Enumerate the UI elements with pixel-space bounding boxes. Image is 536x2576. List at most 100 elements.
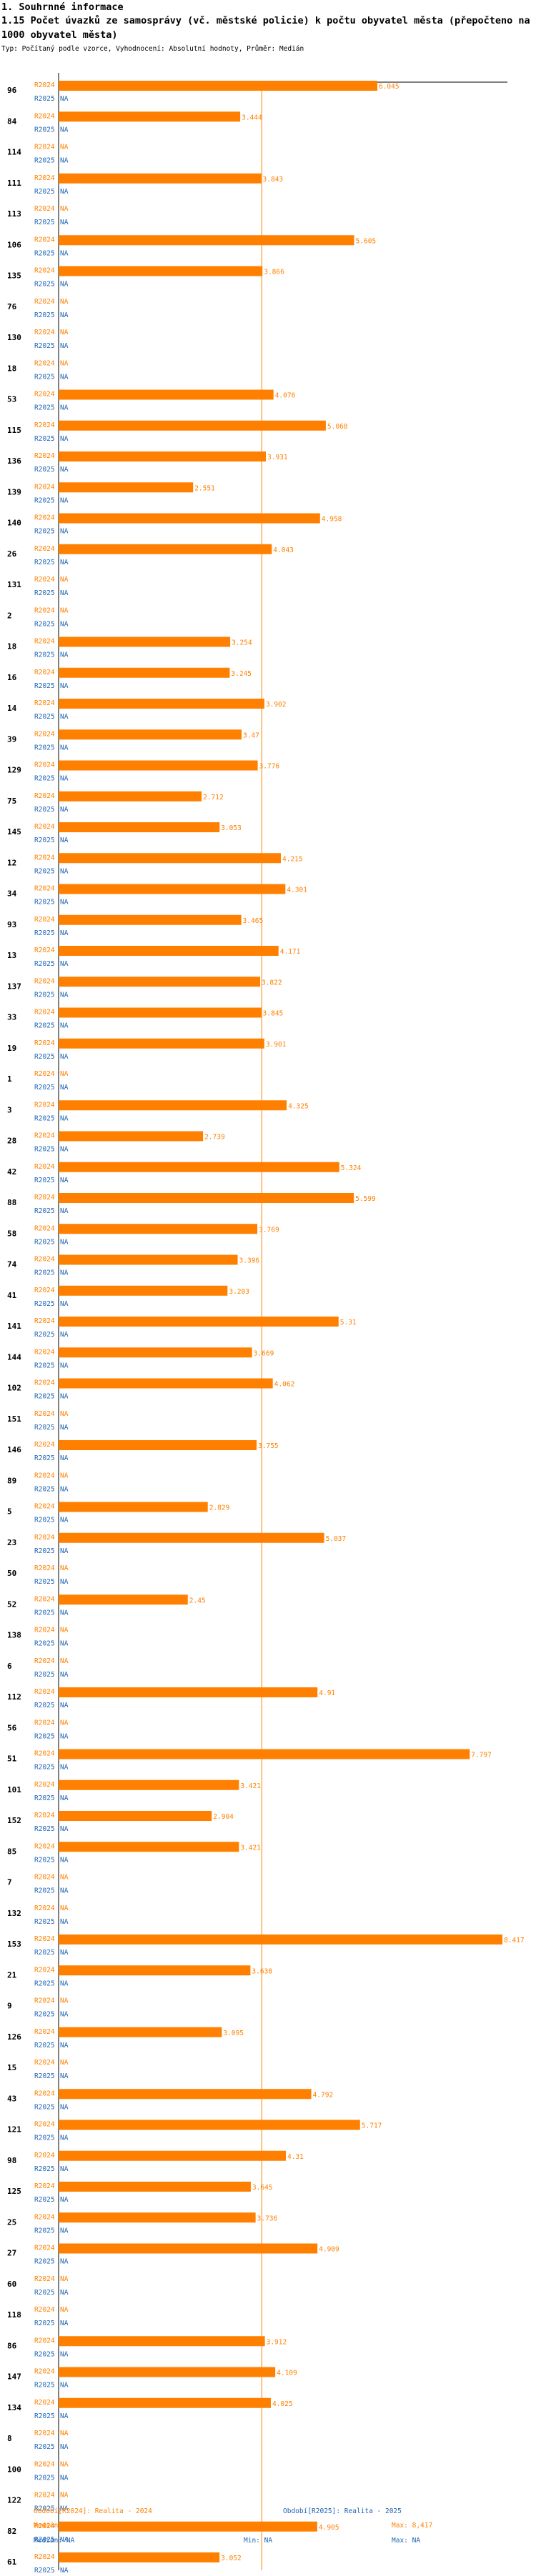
value-label-r2024: 2.739	[204, 1134, 225, 1142]
bar-r2024	[59, 2212, 256, 2223]
na-label-r2025: NA	[60, 2289, 69, 2297]
series-label-r2024: R2024	[34, 236, 55, 244]
na-label-r2025: NA	[60, 2320, 69, 2327]
series-label-r2025: R2025	[34, 2382, 55, 2390]
category-label: 84	[7, 116, 17, 126]
series-label-r2025: R2025	[34, 1609, 55, 1617]
na-label-r2025: NA	[60, 2443, 69, 2451]
category-label: 129	[7, 766, 21, 775]
bar-r2024	[59, 1842, 239, 1852]
series-label-r2024: R2024	[34, 421, 55, 429]
category-label: 42	[7, 1167, 16, 1177]
value-label-r2024: 5.31	[340, 1319, 357, 1327]
value-label-r2024: 3.736	[257, 2215, 278, 2222]
value-label-r2024: 4.301	[287, 887, 307, 894]
value-label-r2024: 4.905	[319, 2524, 339, 2532]
series-label-r2024: R2024	[34, 144, 55, 151]
series-label-r2025: R2025	[34, 620, 55, 628]
bar-r2024	[59, 2150, 286, 2161]
na-label-r2024: NA	[60, 1997, 69, 2005]
series-label-r2024: R2024	[34, 452, 55, 460]
series-label-r2024: R2024	[34, 1657, 55, 1665]
na-label-r2025: NA	[60, 867, 69, 875]
na-label-r2025: NA	[60, 589, 69, 597]
category-label: 106	[7, 240, 21, 249]
na-label-r2025: NA	[60, 2072, 69, 2080]
series-label-r2024: R2024	[34, 1039, 55, 1047]
series-label-r2024: R2024	[34, 1224, 55, 1232]
series-label-r2024: R2024	[34, 359, 55, 367]
series-label-r2024: R2024	[34, 2152, 55, 2160]
category-label: 16	[7, 673, 17, 682]
category-label: 58	[7, 1229, 16, 1238]
series-label-r2025: R2025	[34, 1114, 55, 1122]
category-label: 5	[7, 1507, 12, 1517]
na-label-r2024: NA	[60, 606, 69, 614]
category-label: 25	[7, 2217, 16, 2227]
na-label-r2025: NA	[60, 1300, 69, 1308]
na-label-r2024: NA	[60, 1472, 69, 1479]
na-label-r2025: NA	[60, 620, 69, 628]
na-label-r2025: NA	[60, 682, 69, 690]
na-label-r2025: NA	[60, 342, 69, 350]
na-label-r2025: NA	[60, 157, 69, 165]
value-label-r2024: 2.829	[209, 1504, 230, 1512]
bar-r2024	[59, 1347, 252, 1358]
na-label-r2025: NA	[60, 2258, 69, 2266]
series-label-r2025: R2025	[34, 1146, 55, 1154]
bar-r2024	[59, 822, 220, 832]
na-label-r2024: NA	[60, 1874, 69, 1882]
category-label: 151	[7, 1414, 21, 1424]
series-label-r2024: R2024	[34, 1009, 55, 1017]
series-label-r2025: R2025	[34, 1732, 55, 1740]
series-label-r2024: R2024	[34, 174, 55, 182]
series-label-r2024: R2024	[34, 638, 55, 646]
series-label-r2024: R2024	[34, 669, 55, 677]
category-label: 27	[7, 2249, 16, 2258]
na-label-r2025: NA	[60, 1485, 69, 1493]
series-label-r2025: R2025	[34, 1084, 55, 1092]
category-label: 115	[7, 426, 21, 435]
value-label-r2024: 5.324	[341, 1164, 362, 1172]
series-label-r2024: R2024	[34, 2028, 55, 2036]
series-label-r2024: R2024	[34, 977, 55, 985]
series-label-r2025: R2025	[34, 404, 55, 412]
value-label-r2024: 3.052	[221, 2555, 242, 2562]
bar-r2024	[59, 1749, 470, 1759]
na-label-r2025: NA	[60, 929, 69, 937]
value-label-r2024: 3.053	[221, 824, 242, 832]
series-label-r2024: R2024	[34, 1534, 55, 1542]
na-label-r2025: NA	[60, 1640, 69, 1648]
na-label-r2025: NA	[60, 373, 69, 381]
value-label-r2024: 3.421	[240, 1782, 261, 1790]
category-label: 3	[7, 1105, 12, 1114]
na-label-r2025: NA	[60, 1053, 69, 1061]
value-label-r2024: 3.845	[263, 1010, 284, 1018]
category-label: 15	[7, 2063, 16, 2072]
category-label: 122	[7, 2496, 21, 2505]
series-label-r2025: R2025	[34, 960, 55, 968]
series-label-r2025: R2025	[34, 713, 55, 721]
category-label: 9	[7, 2002, 12, 2011]
value-label-r2024: 2.551	[194, 484, 215, 492]
value-label-r2024: 5.717	[362, 2122, 382, 2130]
na-label-r2025: NA	[60, 1980, 69, 1987]
series-label-r2025: R2025	[34, 1887, 55, 1895]
value-label-r2024: 3.912	[267, 2338, 287, 2346]
series-label-r2024: R2024	[34, 1812, 55, 1819]
series-label-r2025: R2025	[34, 311, 55, 319]
na-label-r2024: NA	[60, 2430, 69, 2437]
category-label: 82	[7, 2527, 16, 2536]
category-label: 12	[7, 858, 16, 867]
na-label-r2025: NA	[60, 837, 69, 844]
na-label-r2025: NA	[60, 991, 69, 999]
category-label: 14	[7, 704, 17, 713]
series-label-r2025: R2025	[34, 1362, 55, 1369]
na-label-r2024: NA	[60, 298, 69, 306]
series-label-r2024: R2024	[34, 1379, 55, 1387]
series-label-r2024: R2024	[34, 606, 55, 614]
value-label-r2024: 3.396	[239, 1257, 260, 1265]
bar-r2024	[59, 914, 242, 925]
na-label-r2025: NA	[60, 311, 69, 319]
category-label: 13	[7, 951, 16, 960]
